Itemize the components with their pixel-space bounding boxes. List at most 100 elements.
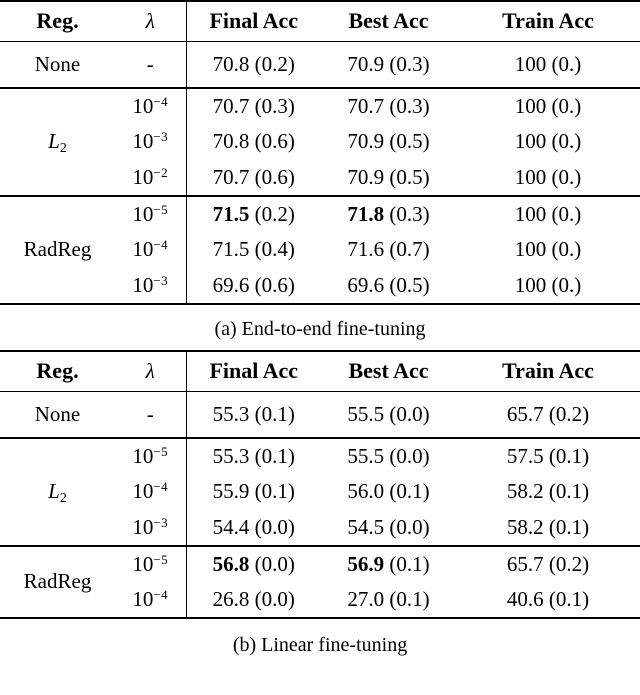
std-value: (0.): [551, 51, 582, 76]
mean-value: 65.7: [506, 551, 544, 576]
table-row: 10−2 70.7 (0.6) 70.9 (0.5) 100 (0.): [0, 160, 640, 196]
lambda-base: 10: [132, 272, 154, 297]
table-row: RadReg 10−5 71.5 (0.2) 71.8 (0.3) 100 (0.): [0, 195, 640, 304]
reg-cell: L2: [0, 87, 115, 196]
mean-value: 40.6: [506, 586, 544, 611]
mean-value: 56.8: [212, 551, 250, 576]
std-value: (0.6): [254, 272, 295, 297]
std-value: (0.): [551, 93, 582, 118]
mean-value: 100: [514, 93, 547, 118]
reg-cell: RadReg: [0, 195, 115, 304]
lambda-cell: 10−3: [115, 268, 186, 304]
std-value: (0.3): [389, 51, 430, 76]
mean-value: 70.8: [212, 51, 250, 76]
table-row: L2 10−5 55.3 (0.1) 55.5 (0.0) 57.5 (0.1): [0, 437, 640, 546]
lambda-exponent: −5: [153, 443, 169, 459]
table-row: 10−4 26.8 (0.0) 27.0 (0.1) 40.6 (0.1): [0, 582, 640, 618]
lambda-exponent: −4: [153, 93, 169, 109]
std-value: (0.6): [254, 129, 295, 154]
reg-label: L: [48, 129, 60, 154]
std-value: (0.1): [254, 479, 295, 504]
std-value: (0.0): [254, 514, 295, 539]
lambda-cell: 10−3: [115, 124, 186, 160]
train-acc-cell: 100 (0.): [456, 124, 640, 160]
train-acc-cell: 100 (0.): [456, 232, 640, 268]
best-acc-cell: 70.9 (0.5): [321, 124, 456, 160]
train-acc-cell: 65.7 (0.2): [456, 391, 640, 438]
mean-value: 100: [514, 201, 547, 226]
mean-value: 55.3: [212, 401, 250, 426]
column-header-train: Train Acc: [456, 351, 640, 392]
mean-value: 58.2: [506, 514, 544, 539]
reg-label: None: [34, 401, 81, 426]
std-value: (0.2): [254, 51, 295, 76]
lambda-exponent: −4: [153, 586, 169, 602]
train-acc-cell: 65.7 (0.2): [456, 545, 640, 582]
reg-cell: None: [0, 41, 115, 88]
mean-value: 71.5: [212, 201, 250, 226]
column-header-final: Final Acc: [185, 351, 321, 392]
lambda-cell: -: [146, 401, 154, 426]
table-header: Reg. λ Final Acc Best Acc Train Acc: [0, 351, 640, 392]
best-acc-cell: 70.9 (0.3): [321, 41, 456, 88]
column-header-final: Final Acc: [185, 1, 321, 42]
lambda-base: 10: [132, 129, 154, 154]
lambda-base: 10: [132, 237, 154, 262]
final-acc-cell: 70.7 (0.3): [185, 87, 321, 124]
lambda-base: 10: [132, 443, 154, 468]
lambda-exponent: −4: [153, 237, 169, 253]
lambda-base: 10: [132, 93, 154, 118]
table-row: 10−4 55.9 (0.1) 56.0 (0.1) 58.2 (0.1): [0, 474, 640, 510]
std-value: (0.0): [389, 443, 430, 468]
reg-label: RadReg: [23, 569, 92, 594]
std-value: (0.0): [389, 401, 430, 426]
final-acc-cell: 70.7 (0.6): [185, 160, 321, 196]
column-header-reg: Reg.: [0, 1, 115, 42]
column-header-reg: Reg.: [0, 351, 115, 392]
final-acc-cell: 55.3 (0.1): [185, 391, 321, 438]
mean-value: 55.3: [212, 443, 250, 468]
best-acc-cell: 54.5 (0.0): [321, 510, 456, 546]
final-acc-cell: 71.5 (0.4): [185, 232, 321, 268]
table-row: None -70.8 (0.2) 70.9 (0.3) 100 (0.): [0, 41, 640, 88]
mean-value: 65.7: [506, 401, 544, 426]
table-a-caption: (a) End-to-end fine-tuning: [214, 318, 426, 340]
std-value: (0.): [551, 129, 582, 154]
reg-cell: RadReg: [0, 545, 115, 618]
best-acc-cell: 70.9 (0.5): [321, 160, 456, 196]
final-acc-cell: 54.4 (0.0): [185, 510, 321, 546]
final-acc-cell: 69.6 (0.6): [185, 268, 321, 304]
reg-label: L: [48, 479, 60, 504]
mean-value: 70.7: [212, 93, 250, 118]
lambda-cell: 10−4: [115, 87, 186, 124]
std-value: (0.1): [389, 586, 430, 611]
mean-value: 70.8: [212, 129, 250, 154]
std-value: (0.3): [389, 93, 430, 118]
lambda-base: 10: [132, 514, 154, 539]
lambda-exponent: −5: [153, 551, 169, 567]
lambda-exponent: −3: [153, 272, 169, 288]
std-value: (0.0): [254, 586, 295, 611]
reg-label: RadReg: [23, 237, 92, 262]
mean-value: 70.9: [347, 51, 385, 76]
header-row: Reg. λ Final Acc Best Acc Train Acc: [0, 351, 640, 392]
mean-value: 55.9: [212, 479, 250, 504]
table-row: RadReg 10−5 56.8 (0.0) 56.9 (0.1) 65.7 (0.2): [0, 545, 640, 618]
paper-figure: Reg. λ Final Acc Best Acc Train Acc None -70.8…: [0, 0, 640, 656]
lambda-cell: 10−3: [115, 510, 186, 546]
best-acc-cell: 71.8 (0.3): [321, 195, 456, 232]
mean-value: 69.6: [212, 272, 250, 297]
reg-label: None: [34, 51, 81, 76]
mean-value: 70.7: [347, 93, 385, 118]
train-acc-cell: 40.6 (0.1): [456, 582, 640, 618]
column-header-lambda: λ: [115, 351, 186, 392]
train-acc-cell: 57.5 (0.1): [456, 437, 640, 474]
lambda-cell: 10−4: [115, 474, 186, 510]
mean-value: 69.6: [347, 272, 385, 297]
header-row: Reg. λ Final Acc Best Acc Train Acc: [0, 1, 640, 42]
column-header-best: Best Acc: [321, 351, 456, 392]
mean-value: 56.9: [347, 551, 385, 576]
train-acc-cell: 58.2 (0.1): [456, 474, 640, 510]
results-table-end-to-end: Reg. λ Final Acc Best Acc Train Acc None - 70.8…: [0, 0, 640, 305]
table-row: L2 10−4 70.7 (0.3) 70.7 (0.3) 100 (0.): [0, 87, 640, 196]
